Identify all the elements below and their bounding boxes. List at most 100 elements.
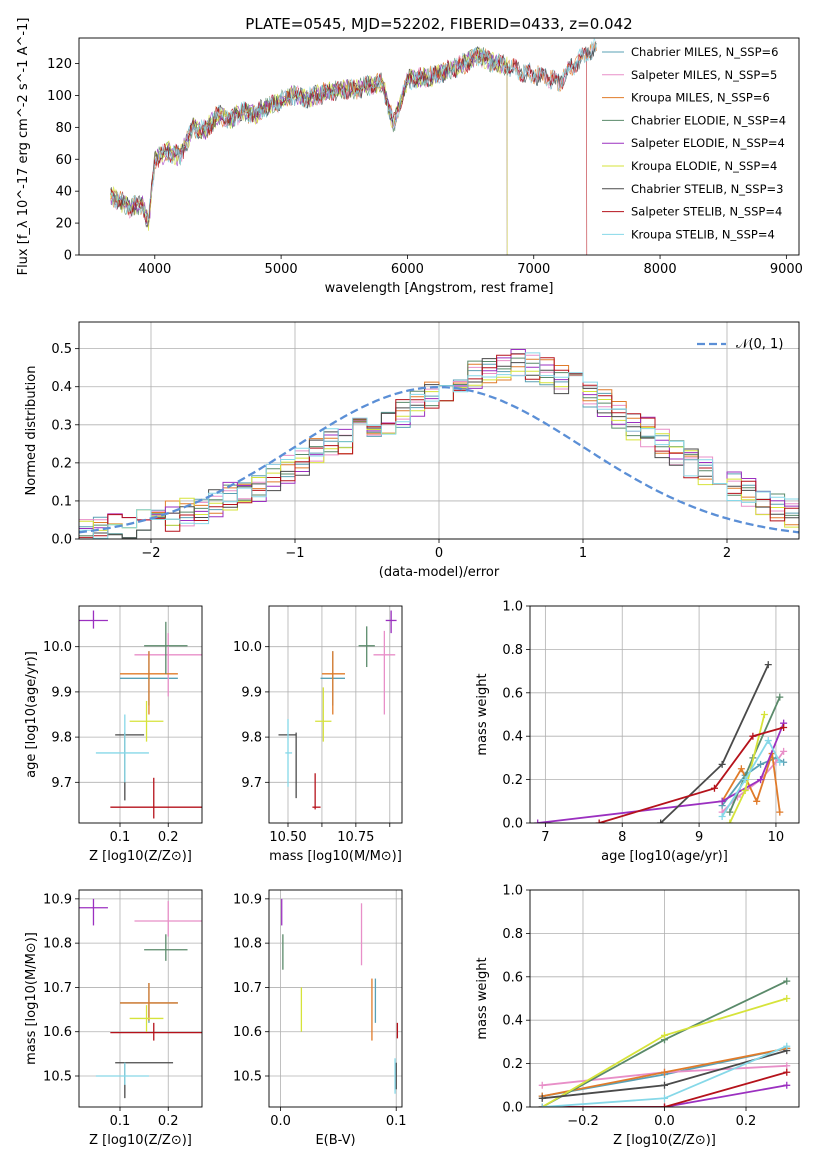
weight-marker — [661, 1081, 668, 1089]
axes-frame — [529, 889, 800, 1108]
x-tick-label: 0.2 — [158, 830, 179, 845]
axes-frame — [78, 889, 203, 1108]
legend-label: Chabrier MILES, N_SSP=6 — [631, 45, 778, 59]
legend-label: Chabrier STELIB, N_SSP=3 — [631, 182, 783, 196]
y-tick-label: 100 — [47, 89, 72, 104]
axes-frame — [78, 605, 203, 824]
weight-marker — [776, 693, 784, 701]
spectrum-line — [110, 38, 597, 221]
weight-marker — [783, 1062, 791, 1070]
weight-line — [542, 1071, 788, 1107]
legend-label: Chabrier ELODIE, N_SSP=4 — [631, 113, 786, 127]
x-tick-label: 0.0 — [654, 1114, 675, 1129]
x-tick-label: 0 — [435, 546, 443, 561]
x-axis-label: E(B-V) — [315, 1133, 355, 1148]
y-tick-label: 0.2 — [502, 1057, 523, 1072]
y-axis-label: Flux [f_λ 10^-17 erg cm^-2 s^-1 A^-1] — [16, 18, 31, 276]
mass_vs_ebv-panel: 0.0 0.1 10.5 10.6 10.7 10.8 10.9 E(B-V) — [233, 889, 407, 1148]
x-tick-label: 10.75 — [337, 830, 374, 845]
weight-marker — [718, 812, 726, 820]
legend-label: Kroupa STELIB, N_SSP=4 — [631, 227, 775, 241]
legend-label: 𝒩(0, 1) — [736, 337, 783, 352]
weight-marker — [538, 1103, 546, 1107]
weight-lines — [534, 661, 788, 823]
weight-marker — [760, 711, 768, 718]
axes-frame — [268, 889, 403, 1108]
x-axis-label: Z [log10(Z/Z⊙)] — [613, 1133, 716, 1148]
x-axis-label: mass [log10(M/M⊙)] — [269, 849, 402, 864]
x-tick-label: 7000 — [517, 262, 550, 277]
x-axis-label: (data-model)/error — [379, 565, 500, 580]
y-tick-label: 0.4 — [502, 1014, 523, 1029]
y-tick-label: 0.1 — [51, 494, 72, 509]
weight-marker — [661, 1068, 668, 1076]
histograms — [79, 349, 799, 539]
x-tick-label: 0.0 — [270, 1114, 291, 1129]
x-tick-label: 0.1 — [386, 1114, 407, 1129]
weight-marker — [780, 724, 788, 732]
mass_vs_Z-panel: 0.1 0.2 10.5 10.6 10.7 10.8 10.9 Z [log10(Z/Z⊙)… — [24, 889, 203, 1148]
x-axis-label: age [log10(age/yr)] — [601, 849, 728, 864]
weight-marker — [718, 760, 726, 768]
legend-label: Kroupa MILES, N_SSP=6 — [631, 91, 770, 105]
figure-title: PLATE=0545, MJD=52202, FIBERID=0433, z=0… — [245, 15, 632, 33]
y-axis-label: Normed distribution — [24, 366, 39, 496]
y-tick-label: 1.0 — [502, 600, 523, 615]
error-bars — [281, 898, 399, 1094]
y-tick-label: 20 — [55, 217, 72, 232]
y-tick-label: 0.8 — [502, 927, 523, 942]
weight-marker — [776, 808, 784, 816]
y-tick-label: 0.5 — [51, 342, 72, 357]
y-tick-label: 0.4 — [502, 730, 523, 745]
y-axis-label: mass weight — [475, 673, 490, 755]
x-axis-label: Z [log10(Z/Z⊙)] — [89, 1133, 192, 1148]
weight-marker — [726, 819, 734, 823]
weight-lines — [538, 977, 791, 1107]
histogram-step — [79, 352, 799, 539]
y-tick-label: 80 — [55, 121, 72, 136]
x-tick-label: 2 — [723, 546, 731, 561]
spectrum-panel: 4000 5000 6000 7000 8000 9000 0 20 40 60 80 100 120 w… — [16, 18, 803, 296]
y-tick-label: 10.7 — [233, 981, 262, 996]
y-tick-label: 10.0 — [43, 640, 72, 655]
y-tick-label: 9.7 — [241, 776, 262, 791]
spectrum-line — [110, 44, 597, 225]
x-tick-label: 0.1 — [110, 1114, 131, 1129]
x-tick-label: 9 — [695, 830, 703, 845]
y-axis-label: age [log10(age/yr)] — [24, 651, 39, 778]
x-tick-label: 8 — [618, 830, 626, 845]
y-tick-label: 60 — [55, 153, 72, 168]
residuals-panel: −2 −1 0 1 2 0.0 0.1 0.2 0.3 0.4 0.5 (data-model)/er… — [24, 321, 800, 580]
x-tick-label: 0.2 — [158, 1114, 179, 1129]
weight-marker — [783, 977, 791, 985]
weight-marker — [776, 758, 784, 766]
weight-line — [598, 726, 784, 823]
error-bars — [79, 610, 202, 819]
y-tick-label: 10.0 — [233, 640, 262, 655]
y-tick-label: 120 — [47, 57, 72, 72]
y-tick-label: 10.7 — [43, 981, 72, 996]
x-tick-label: 6000 — [391, 262, 424, 277]
weight-marker — [783, 1068, 791, 1076]
legend-label: Kroupa ELODIE, N_SSP=4 — [631, 159, 777, 173]
x-tick-label: 1 — [579, 546, 587, 561]
legend-label: Salpeter STELIB, N_SSP=4 — [631, 205, 782, 219]
y-tick-label: 9.9 — [51, 685, 72, 700]
y-tick-label: 9.9 — [241, 685, 262, 700]
error-bars — [79, 898, 202, 1099]
weight-line — [542, 1084, 787, 1107]
axes-frame — [529, 605, 800, 824]
x-tick-label: 5000 — [265, 262, 298, 277]
weight-line — [537, 722, 785, 823]
x-tick-label: −2 — [141, 546, 160, 561]
y-tick-label: 0.2 — [502, 773, 523, 788]
weight-marker — [780, 747, 788, 755]
y-tick-label: 0.0 — [502, 817, 523, 832]
axes-frame — [78, 321, 800, 540]
weight-marker — [757, 776, 765, 784]
histogram-step — [79, 358, 799, 539]
histogram-step — [79, 353, 799, 538]
age_vs_mass-panel: 10.50 10.75 9.7 9.8 9.9 10.0 mass [log10(M/M⊙)… — [233, 605, 403, 864]
weight-marker — [764, 737, 772, 745]
